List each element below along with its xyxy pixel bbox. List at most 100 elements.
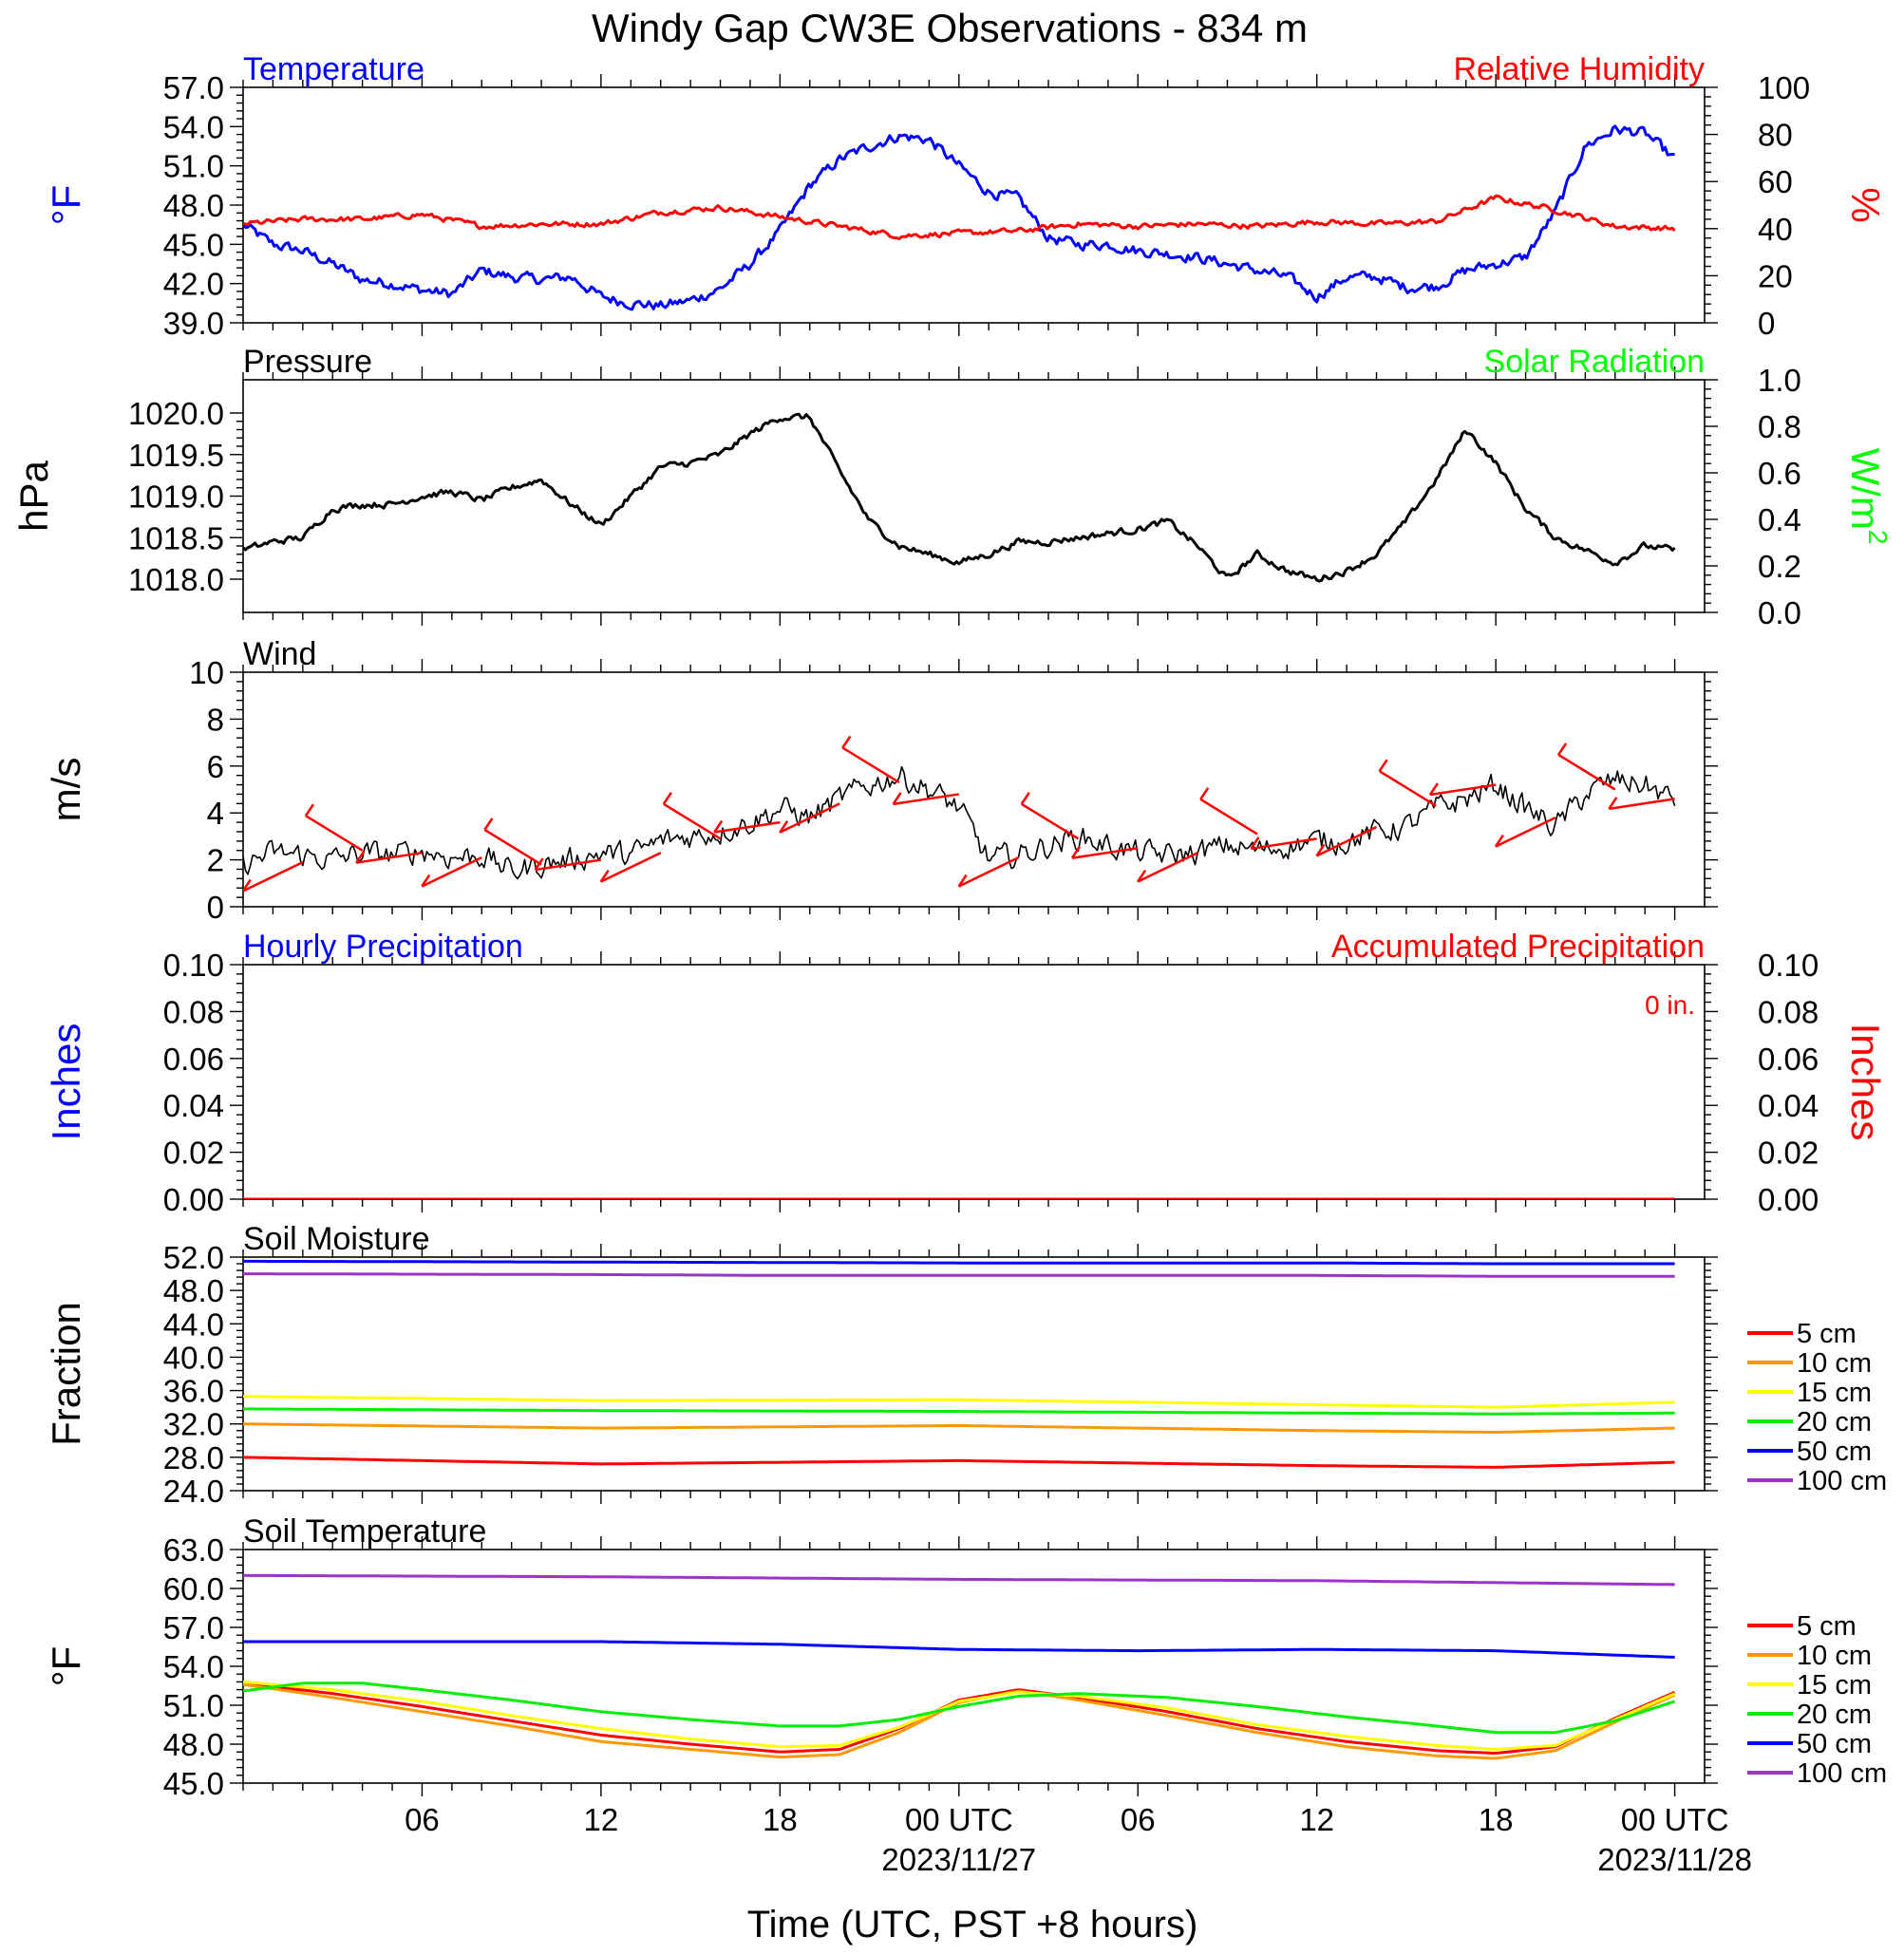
panel-soil_moisture: 24.028.032.036.040.044.048.052.0 Soil Moi… bbox=[44, 1221, 1887, 1509]
series-line-20-cm bbox=[243, 1407, 1675, 1416]
legend-label: 100 cm bbox=[1797, 1758, 1887, 1789]
wind-barb-flag bbox=[1378, 759, 1388, 772]
y-axis-label: °F bbox=[44, 1646, 88, 1686]
series-group bbox=[243, 1573, 1676, 1760]
y-axis-label: Fraction bbox=[44, 1302, 88, 1446]
series-group bbox=[243, 1259, 1675, 1469]
y-right-tick-label: 0.00 bbox=[1758, 1182, 1819, 1217]
y-tick-label: 51.0 bbox=[163, 149, 224, 184]
y-tick-label: 45.0 bbox=[163, 1766, 224, 1801]
y-tick-label: 24.0 bbox=[163, 1474, 224, 1509]
panel-soil_temp: 45.0 48.0 51.0 54.0 57.0 60.063.0 Soil Tempera… bbox=[44, 1513, 1887, 1801]
x-axis-label: Time (UTC, PST +8 hours) bbox=[747, 1904, 1198, 1945]
series-line-100-cm bbox=[243, 1573, 1675, 1587]
y-right-tick-label: 80 bbox=[1758, 118, 1793, 153]
y-tick-label: 40.0 bbox=[163, 1340, 224, 1375]
y-right-tick-label: 0.06 bbox=[1758, 1042, 1819, 1077]
x-tick-date-label: 2023/11/27 bbox=[881, 1842, 1036, 1877]
plot-frame bbox=[242, 671, 1706, 908]
y-right-tick-label: 40 bbox=[1758, 212, 1793, 247]
wind-barb-flag bbox=[304, 803, 314, 817]
panel-title-left: Wind bbox=[243, 636, 316, 672]
y-tick-label: 4 bbox=[207, 796, 224, 831]
legend-label: 5 cm bbox=[1797, 1319, 1857, 1349]
y-tick-label: 28.0 bbox=[163, 1440, 224, 1475]
wind-barb-flag bbox=[1199, 787, 1210, 800]
legend-label: 20 cm bbox=[1797, 1700, 1872, 1730]
y-right-tick-label: 0 bbox=[1758, 306, 1775, 341]
wind-barb bbox=[1378, 770, 1437, 807]
y-right-tick-label: 1.0 bbox=[1758, 363, 1801, 398]
series-group bbox=[243, 412, 1676, 583]
x-tick-date-label: 2023/11/28 bbox=[1597, 1842, 1752, 1877]
wind-barb-flag bbox=[662, 792, 672, 805]
wind-barb-flag bbox=[243, 878, 252, 892]
series-line-50-cm bbox=[243, 1640, 1675, 1659]
series-group bbox=[243, 124, 1676, 311]
x-tick-label: 00 UTC bbox=[905, 1802, 1013, 1837]
y-tick-label: 0 bbox=[207, 890, 224, 925]
legend-label: 15 cm bbox=[1797, 1378, 1872, 1408]
wind-barb-flag bbox=[1557, 742, 1568, 756]
wind-barb bbox=[305, 815, 364, 852]
wind-barb-flag bbox=[355, 850, 366, 864]
wind-barb bbox=[1021, 802, 1080, 840]
y-tick-label: 57.0 bbox=[163, 1610, 224, 1645]
wind-barb bbox=[1251, 837, 1317, 851]
y-right-tick-label: 0.8 bbox=[1758, 409, 1801, 444]
wind-barb bbox=[535, 858, 602, 872]
y-tick-label: 36.0 bbox=[163, 1374, 224, 1409]
wind-barb bbox=[893, 793, 959, 806]
y-right-tick-label: 0.0 bbox=[1758, 595, 1801, 630]
legend-label: 100 cm bbox=[1797, 1466, 1887, 1496]
wind-barb bbox=[1495, 817, 1556, 848]
wind-barb-flag bbox=[483, 817, 494, 831]
wind-barb-flag bbox=[957, 874, 968, 888]
x-axis: 06 12 18 00 UTC 2023/11/27 06 12 18 00 UTC 2023/1… bbox=[405, 1802, 1752, 1877]
y-tick-label: 39.0 bbox=[163, 306, 224, 341]
wind-barb bbox=[1609, 798, 1675, 811]
series-line-pressure bbox=[243, 412, 1676, 583]
wind-barb bbox=[663, 802, 722, 840]
y-axis-label-right: % bbox=[1843, 187, 1888, 222]
panel-pressure: 1018.0 1018.5 1019.0 1019.5 1020.0 0.0 0.2 0.4 0… bbox=[11, 344, 1893, 630]
y-tick-label: 6 bbox=[207, 749, 224, 784]
wind-barb-flag bbox=[892, 792, 902, 805]
series-line-wind bbox=[243, 766, 1676, 880]
series-line-5-cm bbox=[243, 1456, 1675, 1469]
x-tick-label: 18 bbox=[1479, 1802, 1514, 1837]
series-line-temperature bbox=[243, 124, 1675, 311]
panel-temp_rh: 39.0 42.0 45.0 48.0 51.0 54.0 57.0 0 20 40 60 80 100… bbox=[44, 51, 1888, 341]
accumulated-total: 0 in. bbox=[1645, 990, 1695, 1020]
y-tick-label: 1019.5 bbox=[128, 438, 224, 473]
panel-title-left: Soil Temperature bbox=[243, 1513, 486, 1550]
wind-barb-flag bbox=[1494, 834, 1504, 848]
y-tick-label: 2 bbox=[207, 843, 224, 878]
wind-barb bbox=[243, 860, 304, 892]
wind-barb bbox=[356, 851, 423, 864]
wind-barb bbox=[1557, 753, 1616, 791]
series-line-20-cm bbox=[243, 1682, 1676, 1735]
series-line-100-cm bbox=[243, 1272, 1675, 1278]
y-tick-label: 48.0 bbox=[163, 1273, 224, 1308]
wind-barb bbox=[1071, 847, 1139, 859]
x-tick-label: 12 bbox=[584, 1802, 619, 1837]
legend-label: 10 cm bbox=[1797, 1348, 1872, 1379]
y-right-tick-label: 0.6 bbox=[1758, 456, 1801, 491]
plot-frame bbox=[242, 964, 1706, 1200]
plot-frame bbox=[242, 1256, 1706, 1492]
y-right-tick-label: 0.10 bbox=[1758, 948, 1819, 983]
wind-barb bbox=[1199, 798, 1258, 836]
y-tick-label: 32.0 bbox=[163, 1407, 224, 1442]
plot-frame bbox=[242, 379, 1706, 613]
wind-barb bbox=[1315, 825, 1378, 857]
superscript: 2 bbox=[1863, 530, 1893, 545]
y-tick-label: 0.08 bbox=[163, 994, 224, 1029]
y-tick-label: 48.0 bbox=[163, 188, 224, 223]
legend-label: 15 cm bbox=[1797, 1670, 1872, 1700]
series-group bbox=[243, 735, 1676, 892]
y-tick-label: 54.0 bbox=[163, 109, 224, 144]
y-tick-label: 54.0 bbox=[163, 1649, 224, 1684]
